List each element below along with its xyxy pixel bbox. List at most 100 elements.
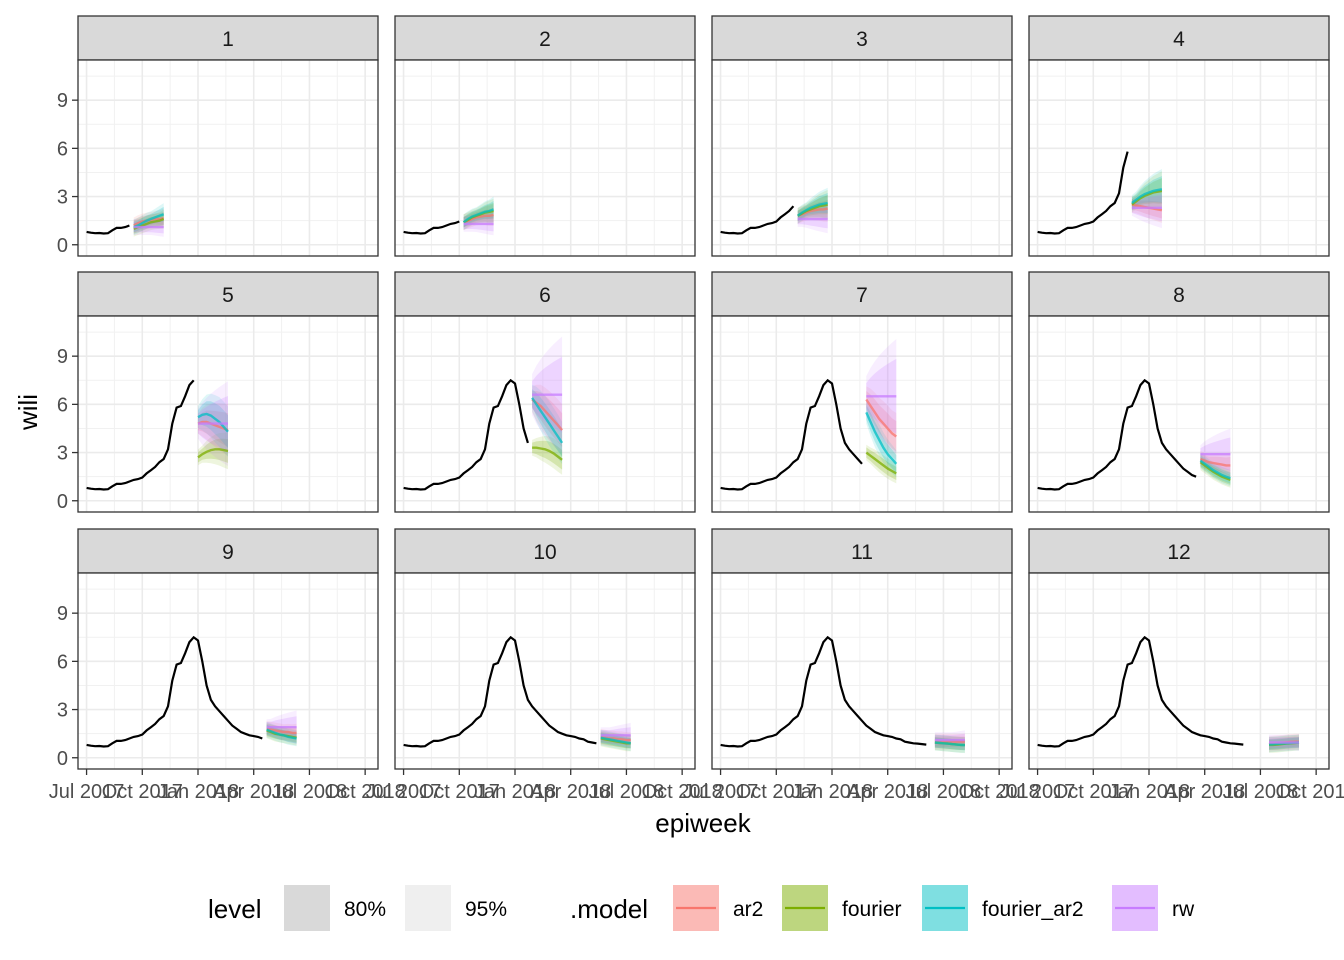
y-tick-label: 3: [57, 700, 68, 722]
forecast-line-fourier_ar2: [531, 397, 564, 444]
facet-strip-label: 3: [856, 28, 868, 51]
y-tick-label: 0: [57, 748, 68, 770]
forecast-line-fourier_ar2: [133, 213, 165, 229]
y-tick-label: 9: [57, 90, 68, 112]
forecast-line-fourier_ar2: [1199, 459, 1231, 480]
facet-strip: [711, 15, 1013, 61]
facet-strip-label: 7: [856, 284, 868, 307]
panel-border: [77, 315, 379, 513]
y-tick-label: 9: [57, 603, 68, 625]
legend: level .model 80% 95% ar2 fourier fourier_ar2…: [208, 885, 1195, 931]
panel-background: [1029, 316, 1329, 512]
facet-grid: 1 2 3 45 6 7 89 10 11 12: [77, 15, 1330, 770]
panel-background: [395, 573, 695, 769]
ribbon-95-ar2: [1200, 451, 1231, 479]
x-tick-label: Oct 2017: [102, 781, 183, 803]
forecast-line-fourier_ar2: [796, 201, 828, 217]
y-tick-label: 0: [57, 491, 68, 513]
legend-label-fourier_ar2: fourier_ar2: [982, 898, 1084, 921]
panel-background: [1029, 60, 1329, 256]
facet-strip: [394, 528, 696, 574]
x-tick-label: Jan 2018: [791, 781, 873, 803]
forecast-line-fourier_ar2: [266, 728, 297, 740]
forecast-line-fourier: [197, 448, 229, 459]
y-tick-label: 3: [57, 187, 68, 209]
x-tick-label: Apr 2018: [1164, 781, 1245, 803]
history-line: [86, 635, 263, 748]
ribbon-80-ar2: [198, 410, 228, 447]
facet-panel-6: 6: [394, 271, 696, 513]
x-tick-label: Apr 2018: [847, 781, 928, 803]
forecast-line-fourier_ar2: [934, 741, 965, 747]
panel-background: [78, 316, 378, 512]
facet-strip-label: 1: [222, 28, 234, 51]
history-line: [403, 220, 460, 235]
facet-panel-3: 3: [711, 15, 1013, 257]
panel-border: [711, 572, 1013, 770]
ribbon-95-fourier_ar2: [797, 187, 828, 224]
facet-strip-label: 5: [222, 284, 234, 307]
history-line: [720, 635, 927, 748]
x-tick-label: Oct 2018: [1276, 781, 1344, 803]
x-tick-label: Oct 2018: [642, 781, 723, 803]
y-tick-label: 3: [57, 443, 68, 465]
history-line: [1037, 635, 1244, 748]
facet-strip-label: 8: [1173, 284, 1185, 307]
history-line: [86, 224, 130, 235]
history-line: [720, 378, 863, 491]
x-tick-label: Jul 2017: [683, 781, 759, 803]
legend-label-fourier: fourier: [842, 898, 902, 921]
facet-panel-12: 12: [1028, 528, 1330, 770]
facet-panel-11: 11: [711, 528, 1013, 770]
facet-panel-8: 8: [1028, 271, 1330, 513]
ribbon-95-ar2: [866, 386, 897, 460]
panel-border: [77, 59, 379, 257]
panel-border: [394, 315, 696, 513]
facet-panel-7: 7: [711, 271, 1013, 513]
forecast-line-fourier_ar2: [865, 411, 898, 465]
ribbon-95-fourier: [1131, 171, 1162, 213]
facet-panel-1: 1: [77, 15, 379, 257]
x-tick-label: Jul 2017: [366, 781, 442, 803]
facet-strip-label: 11: [851, 541, 873, 564]
panel-border: [1028, 572, 1330, 770]
facet-strip-label: 12: [1167, 541, 1190, 564]
ribbon-95-fourier_ar2: [866, 401, 897, 478]
panel-border: [711, 315, 1013, 513]
x-tick-label: Oct 2017: [1053, 781, 1134, 803]
y-tick-label: 9: [57, 346, 68, 368]
forecast-line-fourier_ar2: [600, 736, 631, 745]
facet-strip: [711, 528, 1013, 574]
history-line: [403, 635, 597, 748]
y-tick-label: 0: [57, 235, 68, 257]
panel-background: [395, 316, 695, 512]
x-tick-label: Jul 2017: [1000, 781, 1076, 803]
x-tick-label: Jan 2018: [157, 781, 239, 803]
panel-border: [1028, 59, 1330, 257]
history-line: [1037, 151, 1129, 235]
forecast-line-ar2: [266, 727, 297, 735]
legend-label-rw: rw: [1172, 898, 1195, 921]
panel-border: [1028, 315, 1330, 513]
forecast-line-ar2: [1199, 457, 1231, 467]
forecast-line-fourier: [532, 446, 563, 461]
forecast-line-fourier_ar2: [462, 208, 495, 224]
facet-strip: [77, 528, 379, 574]
legend-label-ar2: ar2: [733, 898, 763, 921]
ribbon-95-ar2: [198, 403, 228, 456]
facet-strip-label: 4: [1173, 28, 1185, 51]
forecast-line-fourier: [865, 451, 897, 475]
legend-label-level: 80%: [344, 898, 386, 921]
panel-background: [78, 60, 378, 256]
facet-panel-2: 2: [394, 15, 696, 257]
facet-panel-4: 4: [1028, 15, 1330, 257]
legend-key-level-1: [405, 885, 451, 931]
facet-strip: [1028, 15, 1330, 61]
facet-strip: [394, 271, 696, 317]
x-tick-label: Oct 2017: [419, 781, 500, 803]
x-tick-label: Jul 2018: [272, 781, 348, 803]
facet-panel-5: 5: [77, 271, 379, 513]
panel-background: [78, 573, 378, 769]
